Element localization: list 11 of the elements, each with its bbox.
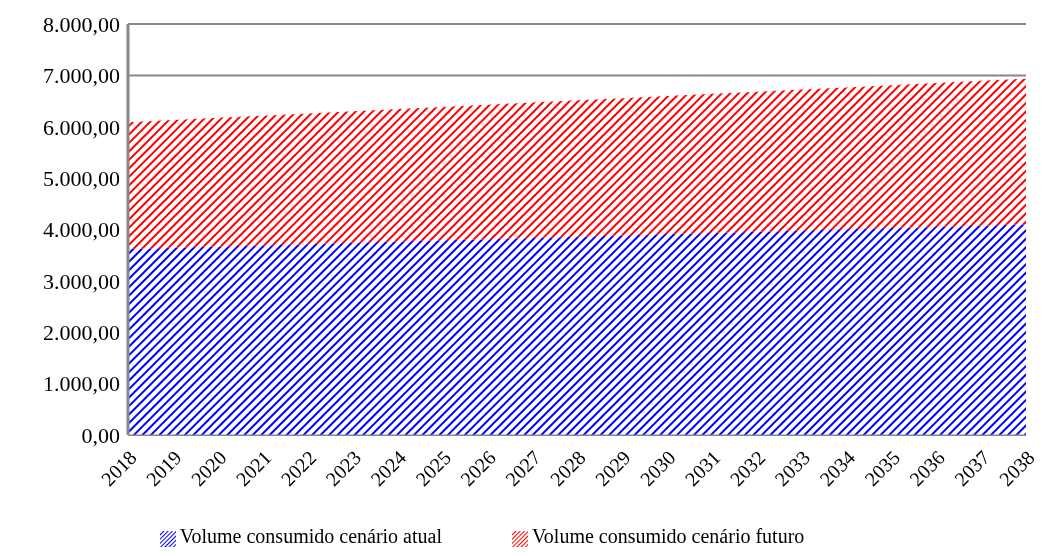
y-tick-label: 6.000,00 [43, 114, 120, 140]
y-tick-label: 8.000,00 [43, 11, 120, 37]
legend-label: Volume consumido cenário atual [179, 525, 442, 547]
y-tick-label: 3.000,00 [43, 268, 120, 294]
legend-label: Volume consumido cenário futuro [531, 525, 805, 547]
y-tick-label: 0,00 [81, 422, 120, 448]
y-tick-label: 2.000,00 [43, 320, 120, 346]
y-tick-label: 7.000,00 [43, 63, 120, 89]
y-tick-label: 1.000,00 [43, 371, 120, 397]
y-tick-label: 4.000,00 [43, 217, 120, 243]
y-tick-label: 5.000,00 [43, 165, 120, 191]
